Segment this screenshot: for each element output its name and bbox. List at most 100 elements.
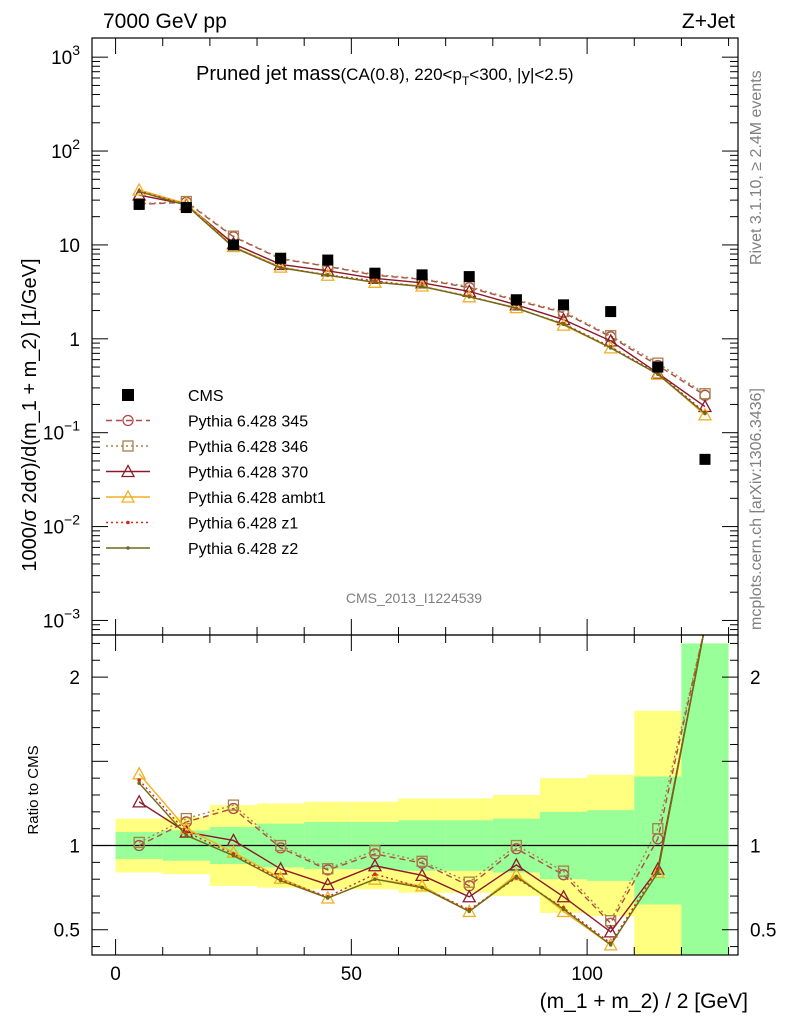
ratio-point-1 [133,836,145,849]
cms-point [227,239,239,251]
ratio-point-1 [322,863,334,875]
header-left: 7000 GeV pp [103,10,227,33]
ratio-y-tick-label: 2 [69,668,80,689]
legend-marker [120,464,136,478]
y-tick-label: 10−2 [43,512,80,539]
legend-label: Pythia 6.428 ambt1 [188,490,326,507]
ratio-point-3 [273,870,288,884]
cms-point [275,252,287,264]
series-point-5 [325,273,330,278]
ratio-point-3 [462,904,477,918]
ratio-point-4 [137,778,141,782]
ratio-point-2 [367,858,383,872]
ratio-y-tick-label: 0.5 [54,921,80,942]
x-tick-label: 100 [571,964,603,985]
ratio-point-2 [320,877,335,891]
series-point-3 [650,366,665,380]
ratio-point-5 [608,943,613,947]
ratio-panel [92,635,738,951]
header-right: Z+Jet [682,10,735,33]
ratio-y-tick-label-right: 0.5 [750,921,776,942]
ratio-point-1 [274,839,287,852]
ratio-point-5 [514,874,519,879]
band-green [634,776,682,905]
y-tick-label: 10−3 [43,605,80,632]
ratio-point-3 [603,937,618,951]
ratio-point-5 [420,885,424,890]
ratio-point-1 [227,799,240,811]
ratio-point-5 [184,833,189,838]
series-point-5 [137,189,141,194]
ratio-point-1 [463,876,475,888]
legend-label: Pythia 6.428 345 [188,414,308,431]
series-point-3 [132,182,147,196]
legend-marker [126,546,130,550]
ratio-point-3 [650,865,665,879]
legend: CMS Pythia 6.428 345 Pythia 6.428 346 Pythi… [106,388,326,558]
legend-marker [120,489,136,503]
main-panel [132,182,713,465]
legend-marker [126,520,130,525]
legend-label: Pythia 6.428 z2 [188,541,298,558]
ratio-point-4 [373,872,377,876]
series-point-5 [561,322,566,327]
ratio-point-2 [132,794,147,808]
cms-point [322,254,334,266]
ratio-point-5 [325,896,330,900]
main-ylabel: 1000/σ 2dσ)/d(m_1 + m_2) [1/GeV] [19,258,41,571]
series-point-5 [656,372,660,376]
cms-point [652,361,664,373]
legend-label: Pythia 6.428 370 [188,465,308,482]
series-point-3 [603,340,618,354]
series-point-5 [703,411,707,416]
ratio-point-3 [414,878,430,892]
analysis-id: CMS_2013_I1224539 [346,590,482,606]
ratio-line-2 [138,635,705,933]
series-point-3 [697,407,713,421]
y-tick-label: 10 [59,236,80,257]
ratio-point-5 [373,877,377,882]
cms-point [605,306,617,318]
cms-point [369,267,381,279]
y-tick-label: 10−1 [43,418,80,445]
title-sub-prefix: (CA(0.8), 220<p [341,65,462,84]
ratio-point-4 [184,830,189,834]
ratio-point-3 [132,766,147,780]
ratio-point-5 [561,907,566,912]
legend-marker [122,440,134,452]
mcplots-label: mcplots.cern.ch [arXiv:1306.3436] [748,388,765,630]
ratio-y-tick-label-right: 1 [750,837,761,858]
ratio-point-2 [556,889,571,903]
cms-point [133,198,145,210]
cms-point [463,271,475,283]
legend-cms-marker [122,389,134,401]
series-point-5 [420,284,424,289]
y-tick-label: 103 [51,42,80,69]
ratio-point-2 [603,924,618,938]
title-sub-sub: T [462,74,470,88]
ratio-point-1 [369,844,381,857]
ratio-uncertainty-bands [115,643,729,955]
ratio-y-tick-label: 1 [69,837,80,858]
series-line-0 [139,201,706,396]
series-point-3 [414,278,430,292]
legend-marker [122,414,134,427]
ratio-point-2 [273,861,288,875]
ratio-point-5 [656,870,660,875]
x-tick-label: 0 [110,964,121,985]
series-line-2 [139,194,706,408]
series-point-5 [608,346,613,350]
cms-point [416,269,428,281]
ratio-point-5 [467,909,472,914]
legend-label: CMS [188,388,224,405]
series-line-5 [138,190,706,415]
ratio-point-1 [416,855,428,867]
series-point-5 [373,280,377,285]
series-line-3 [138,189,706,416]
ratio-line-1 [138,635,704,922]
ratio-y-tick-label-right: 2 [750,668,761,689]
chart-title: Pruned jet mass(CA(0.8), 220<pT<300, |y|… [196,63,574,88]
ratio-point-1 [557,865,570,877]
ratio-point-1 [652,823,664,835]
